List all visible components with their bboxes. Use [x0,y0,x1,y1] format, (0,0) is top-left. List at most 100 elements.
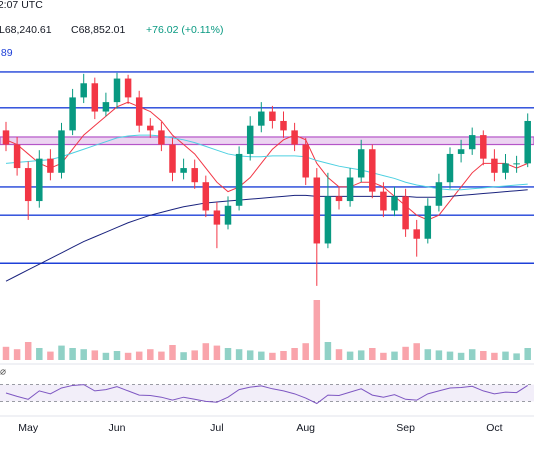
volume-bar [302,343,309,360]
volume-bar [235,349,243,360]
volume-bar [113,351,121,360]
candle-body [202,182,210,211]
rsi-icon: ⌀ [0,367,6,378]
candle-body [47,158,54,173]
volume-bar [502,351,509,360]
candle-body [269,111,276,121]
candle-body [513,163,520,165]
candle-body [302,144,309,178]
volume-bar [246,350,254,360]
volume-bar [402,346,409,360]
volume-bar [480,351,487,360]
volume-bar [468,349,476,360]
volume-bar [180,352,187,360]
volume-bar [280,351,287,360]
candle-body [280,120,287,131]
candle-body [291,130,298,145]
volume-bar [147,349,154,360]
x-tick-label: Oct [486,422,502,434]
volume-bar [335,349,343,360]
volume-bar [269,352,276,360]
volume-bar [391,351,398,360]
volume-bar [357,350,365,360]
candle-body [58,130,65,173]
volume-bar [457,352,465,360]
volume-bar [135,351,143,360]
volume-bar [446,351,454,360]
volume-bar [169,345,176,360]
x-tick-label: May [18,422,39,434]
ohlc-change: +76.02 (+0.11%) [146,24,223,36]
volume-bar [224,348,232,360]
x-tick-label: Jul [210,422,223,434]
volume-bar [346,351,354,360]
indicator-value: .89 [0,47,13,59]
volume-bar [124,352,132,360]
candle-body [235,153,243,206]
volume-bar [69,348,76,360]
moving-average [5,189,528,282]
volume-bar [369,348,376,360]
ohlc-close: C68,852.01 [71,24,125,36]
candle-body [158,130,165,145]
candle-body [468,135,476,150]
volume-bar [191,350,198,360]
candle-body [36,158,43,202]
candle-body [357,149,365,178]
volume-bar [202,343,210,360]
candle-body [91,83,99,112]
candle-body [491,158,498,173]
volume-bar [80,349,87,360]
volume-bar [424,349,432,360]
candle-body [2,130,10,145]
candle-body [246,125,254,154]
volume-bar [435,350,443,360]
volume-bar [47,351,54,360]
header-time: 12:07 UTC [0,0,43,11]
candle-body [369,149,376,192]
candle-body [80,83,87,98]
candle-body [402,196,409,230]
volume-bar [324,342,332,360]
volume-bar [491,352,498,360]
volume-bar [58,345,65,360]
rsi-line [5,384,528,405]
volume-bar [291,348,298,360]
candle-body [169,144,176,173]
candle-body [435,182,443,206]
volume-bar [213,345,221,360]
ohlc-low: L68,240.61 [0,24,52,36]
candle-body [446,153,454,183]
candle-body [313,177,321,244]
candle-body [380,191,387,211]
candle-body [457,149,465,154]
candle-body [102,102,110,112]
candle-body [147,125,154,131]
volume-bar [313,300,321,360]
candle-body [24,168,32,202]
candle-body [191,168,198,183]
candle-body [124,78,132,98]
volume-bar [380,352,387,360]
candle-body [524,120,531,164]
volume-bar [2,346,10,360]
candle-body [113,78,121,103]
volume-bar [413,343,420,360]
candle-body [224,205,232,225]
volume-bar [102,352,110,360]
candle-body [502,163,509,173]
candle-body [335,196,343,202]
volume-bar [258,351,265,360]
x-tick-label: Sep [396,422,415,434]
x-tick-label: Aug [296,422,315,434]
candle-body [13,144,21,169]
candle-body [480,135,487,159]
volume-bar [91,350,99,360]
volume-bar [13,349,21,360]
candle-body [180,168,187,173]
x-tick-label: Jun [109,422,126,434]
candle-body [69,97,76,131]
volume-bar [158,351,165,360]
volume-bar [524,348,531,360]
